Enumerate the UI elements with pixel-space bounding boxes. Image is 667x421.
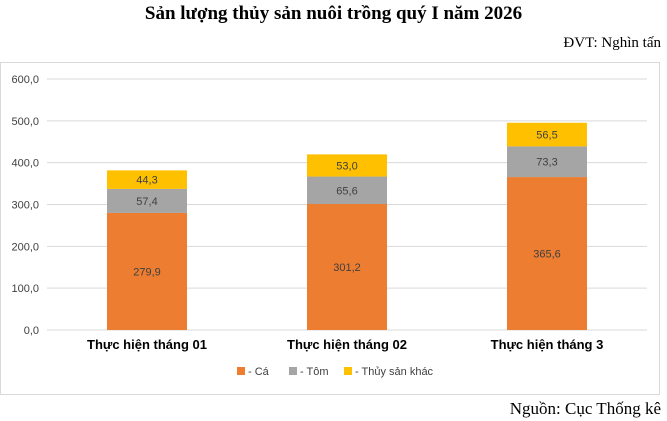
bar-segment xyxy=(507,122,587,147)
y-tick-label: 300,0 xyxy=(11,200,39,212)
legend-label: - Thủy sản khác xyxy=(355,366,434,378)
legend-swatch xyxy=(289,367,297,375)
bar-segment xyxy=(507,177,587,330)
data-label: 56,5 xyxy=(536,130,557,142)
y-tick-label: 100,0 xyxy=(11,283,39,295)
y-tick-label: 0,0 xyxy=(24,325,39,337)
chart-area: 0,0 100,0 200,0 300,0 400,0 500,0 600,0 279,9 57… xyxy=(0,62,660,395)
bar-segment xyxy=(307,176,387,204)
legend-swatch xyxy=(237,367,245,375)
unit-label: ĐVT: Nghìn tấn xyxy=(563,35,661,51)
y-tick-label: 500,0 xyxy=(11,116,39,128)
bar-segment xyxy=(107,212,187,330)
y-tick-label: 600,0 xyxy=(11,74,39,86)
category-label: Thực hiện tháng 3 xyxy=(491,337,604,352)
bar-segment xyxy=(107,170,187,189)
category-label: Thực hiện tháng 02 xyxy=(287,337,407,352)
bar-segment xyxy=(307,203,387,330)
stacked-bar-chart: 0,0 100,0 200,0 300,0 400,0 500,0 600,0 279,9 57… xyxy=(11,74,647,378)
data-label: 301,2 xyxy=(333,262,361,274)
chart-title: Sản lượng thủy sản nuôi trồng quý I năm … xyxy=(144,3,523,24)
bar-segment xyxy=(307,154,387,177)
data-label: 279,9 xyxy=(133,266,161,278)
y-tick-label: 400,0 xyxy=(11,158,39,170)
data-label: 73,3 xyxy=(536,157,557,169)
data-label: 53,0 xyxy=(336,160,357,172)
category-label: Thực hiện tháng 01 xyxy=(87,337,207,352)
data-label: 365,6 xyxy=(533,249,561,261)
legend-label: - Cá xyxy=(248,366,270,378)
data-label: 65,6 xyxy=(336,185,357,197)
data-label: 44,3 xyxy=(136,175,157,187)
bar-segment xyxy=(107,188,187,213)
bar-segment xyxy=(507,146,587,178)
source-note: Nguồn: Cục Thống kê xyxy=(509,399,661,418)
legend-swatch xyxy=(344,367,352,375)
data-label: 57,4 xyxy=(136,196,157,208)
y-tick-label: 200,0 xyxy=(11,241,39,253)
legend-label: - Tôm xyxy=(300,366,329,378)
